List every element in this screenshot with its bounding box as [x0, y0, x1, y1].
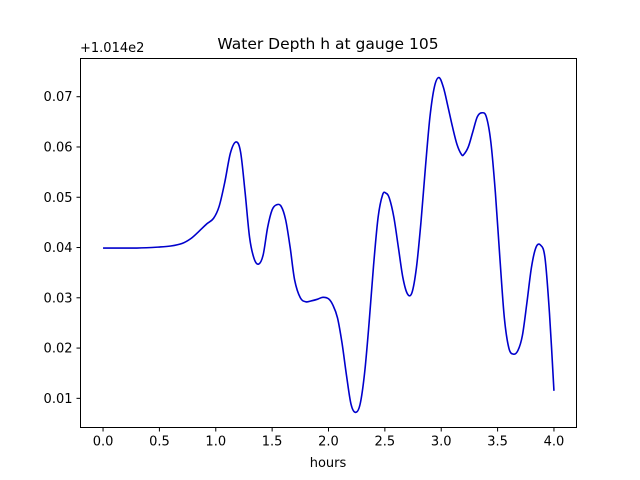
- y-tick-label: 0.05: [44, 191, 73, 206]
- x-tick-label: 2.0: [318, 435, 339, 450]
- x-tick-label: 2.5: [375, 435, 396, 450]
- y-tick-label: 0.02: [44, 342, 73, 357]
- x-tick-label: 1.5: [262, 435, 283, 450]
- y-tick-label: 0.03: [44, 291, 73, 306]
- y-axis-offset-label: +1.014e2: [80, 41, 144, 56]
- x-tick-label: 1.0: [205, 435, 226, 450]
- plot-area: [103, 76, 555, 414]
- chart-title: Water Depth h at gauge 105: [217, 35, 438, 53]
- x-axis-label: hours: [310, 456, 347, 471]
- y-tick-label: 0.07: [44, 90, 73, 105]
- x-tick-label: 0.0: [93, 435, 114, 450]
- x-tick-label: 4.0: [544, 435, 565, 450]
- x-tick-label: 3.0: [431, 435, 452, 450]
- x-tick-label: 3.5: [487, 435, 508, 450]
- x-axis: 0.0 0.5 1.0 1.5 2.0 2.5 3.0 3.5 4.0: [93, 427, 565, 450]
- series-line-0: [103, 76, 555, 414]
- y-axis: 0.01 0.02 0.03 0.04 0.05 0.06 0.07: [44, 90, 81, 407]
- y-tick-label: 0.06: [44, 140, 73, 155]
- x-tick-label: 0.5: [149, 435, 170, 450]
- y-tick-label: 0.04: [44, 241, 73, 256]
- y-tick-label: 0.01: [44, 392, 73, 407]
